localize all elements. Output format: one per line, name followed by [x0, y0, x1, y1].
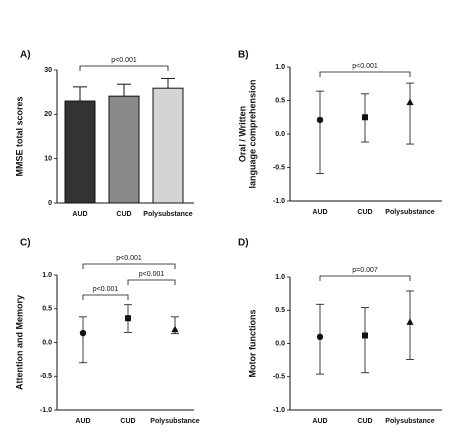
point	[362, 332, 368, 339]
x-tick-label: CUD	[116, 211, 131, 218]
y-axis-label: Motor functions	[247, 310, 257, 378]
significance-bracket	[319, 275, 411, 281]
x-tick-label: AUD	[75, 418, 90, 425]
x-tick-label: CUD	[357, 209, 372, 216]
panel: A) MMSE total scores 0 10 20 30 AUD CUD Polysubs…	[14, 50, 194, 218]
y-axis-label: MMSE total scores	[14, 96, 24, 176]
point	[171, 325, 179, 333]
x-tick-label: Polysubstance	[143, 211, 193, 218]
y-tick-label: 1.0	[275, 274, 285, 281]
panel-letter: B)	[238, 50, 249, 61]
y-axis-label: language comprehension	[247, 79, 257, 188]
panel: C) Attention and Memory -1.0 -0.5 0.0 0.5 1.0 A…	[14, 238, 199, 425]
y-tick-label: -0.5	[273, 164, 285, 171]
significance-bracket	[319, 71, 411, 77]
y-tick-label: 0.0	[275, 131, 285, 138]
significance-bracket	[82, 294, 129, 300]
x-tick-label: Polysubstance	[385, 209, 435, 216]
y-tick-label: 0.5	[275, 97, 285, 104]
y-tick-label: -1.0	[40, 407, 52, 414]
x-tick-label: CUD	[120, 418, 135, 425]
bar	[108, 95, 140, 204]
significance-label: p=0.007	[352, 267, 378, 274]
point	[316, 116, 324, 124]
x-tick-label: AUD	[72, 211, 87, 218]
point	[362, 114, 368, 121]
point	[79, 329, 87, 337]
y-tick-label: 0.5	[42, 306, 52, 313]
y-axis-label: Attention and Memory	[14, 295, 24, 390]
y-tick-label: 0.0	[42, 339, 52, 346]
y-tick-label: 0.0	[275, 340, 285, 347]
x-tick-label: Polysubstance	[385, 418, 435, 425]
point	[125, 315, 131, 322]
significance-label: p<0.001	[111, 57, 137, 64]
panel-letter: D)	[238, 238, 249, 249]
y-tick-label: -0.5	[273, 374, 285, 381]
x-tick-label: CUD	[357, 418, 372, 425]
y-tick-label: -1.0	[273, 407, 285, 414]
x-tick-label: Polysubstance	[150, 418, 200, 425]
y-tick-label: -0.5	[40, 373, 52, 380]
significance-label: p<0.001	[352, 63, 378, 70]
bar	[64, 100, 96, 204]
panel: D) Motor functions -1.0 -0.5 0.0 0.5 1.0 AUD CUD…	[238, 238, 442, 425]
y-tick-label: 1.0	[42, 272, 52, 279]
significance-bracket	[127, 279, 176, 285]
x-tick-label: AUD	[312, 418, 327, 425]
panel: B) Oral / Written language comprehension -1…	[237, 50, 442, 216]
y-tick-label: 20	[44, 111, 52, 118]
y-tick-label: -1.0	[273, 198, 285, 205]
y-tick-label: 0.5	[275, 307, 285, 314]
x-tick-label: AUD	[312, 209, 327, 216]
point	[316, 333, 324, 341]
point	[406, 98, 414, 106]
panel-letter: A)	[20, 50, 31, 61]
significance-label: p<0.001	[139, 271, 165, 278]
y-tick-label: 10	[44, 156, 52, 163]
y-tick-label: 0	[48, 200, 52, 207]
significance-label: p<0.001	[116, 255, 142, 262]
y-tick-label: 30	[44, 67, 52, 74]
point	[406, 318, 414, 325]
y-tick-label: 1.0	[275, 64, 285, 71]
y-axis-label: Oral / Written	[237, 106, 247, 162]
panel-letter: C)	[20, 238, 31, 249]
significance-bracket	[82, 263, 176, 269]
significance-bracket	[79, 65, 169, 71]
significance-label: p<0.001	[93, 286, 119, 293]
bar	[152, 87, 184, 204]
